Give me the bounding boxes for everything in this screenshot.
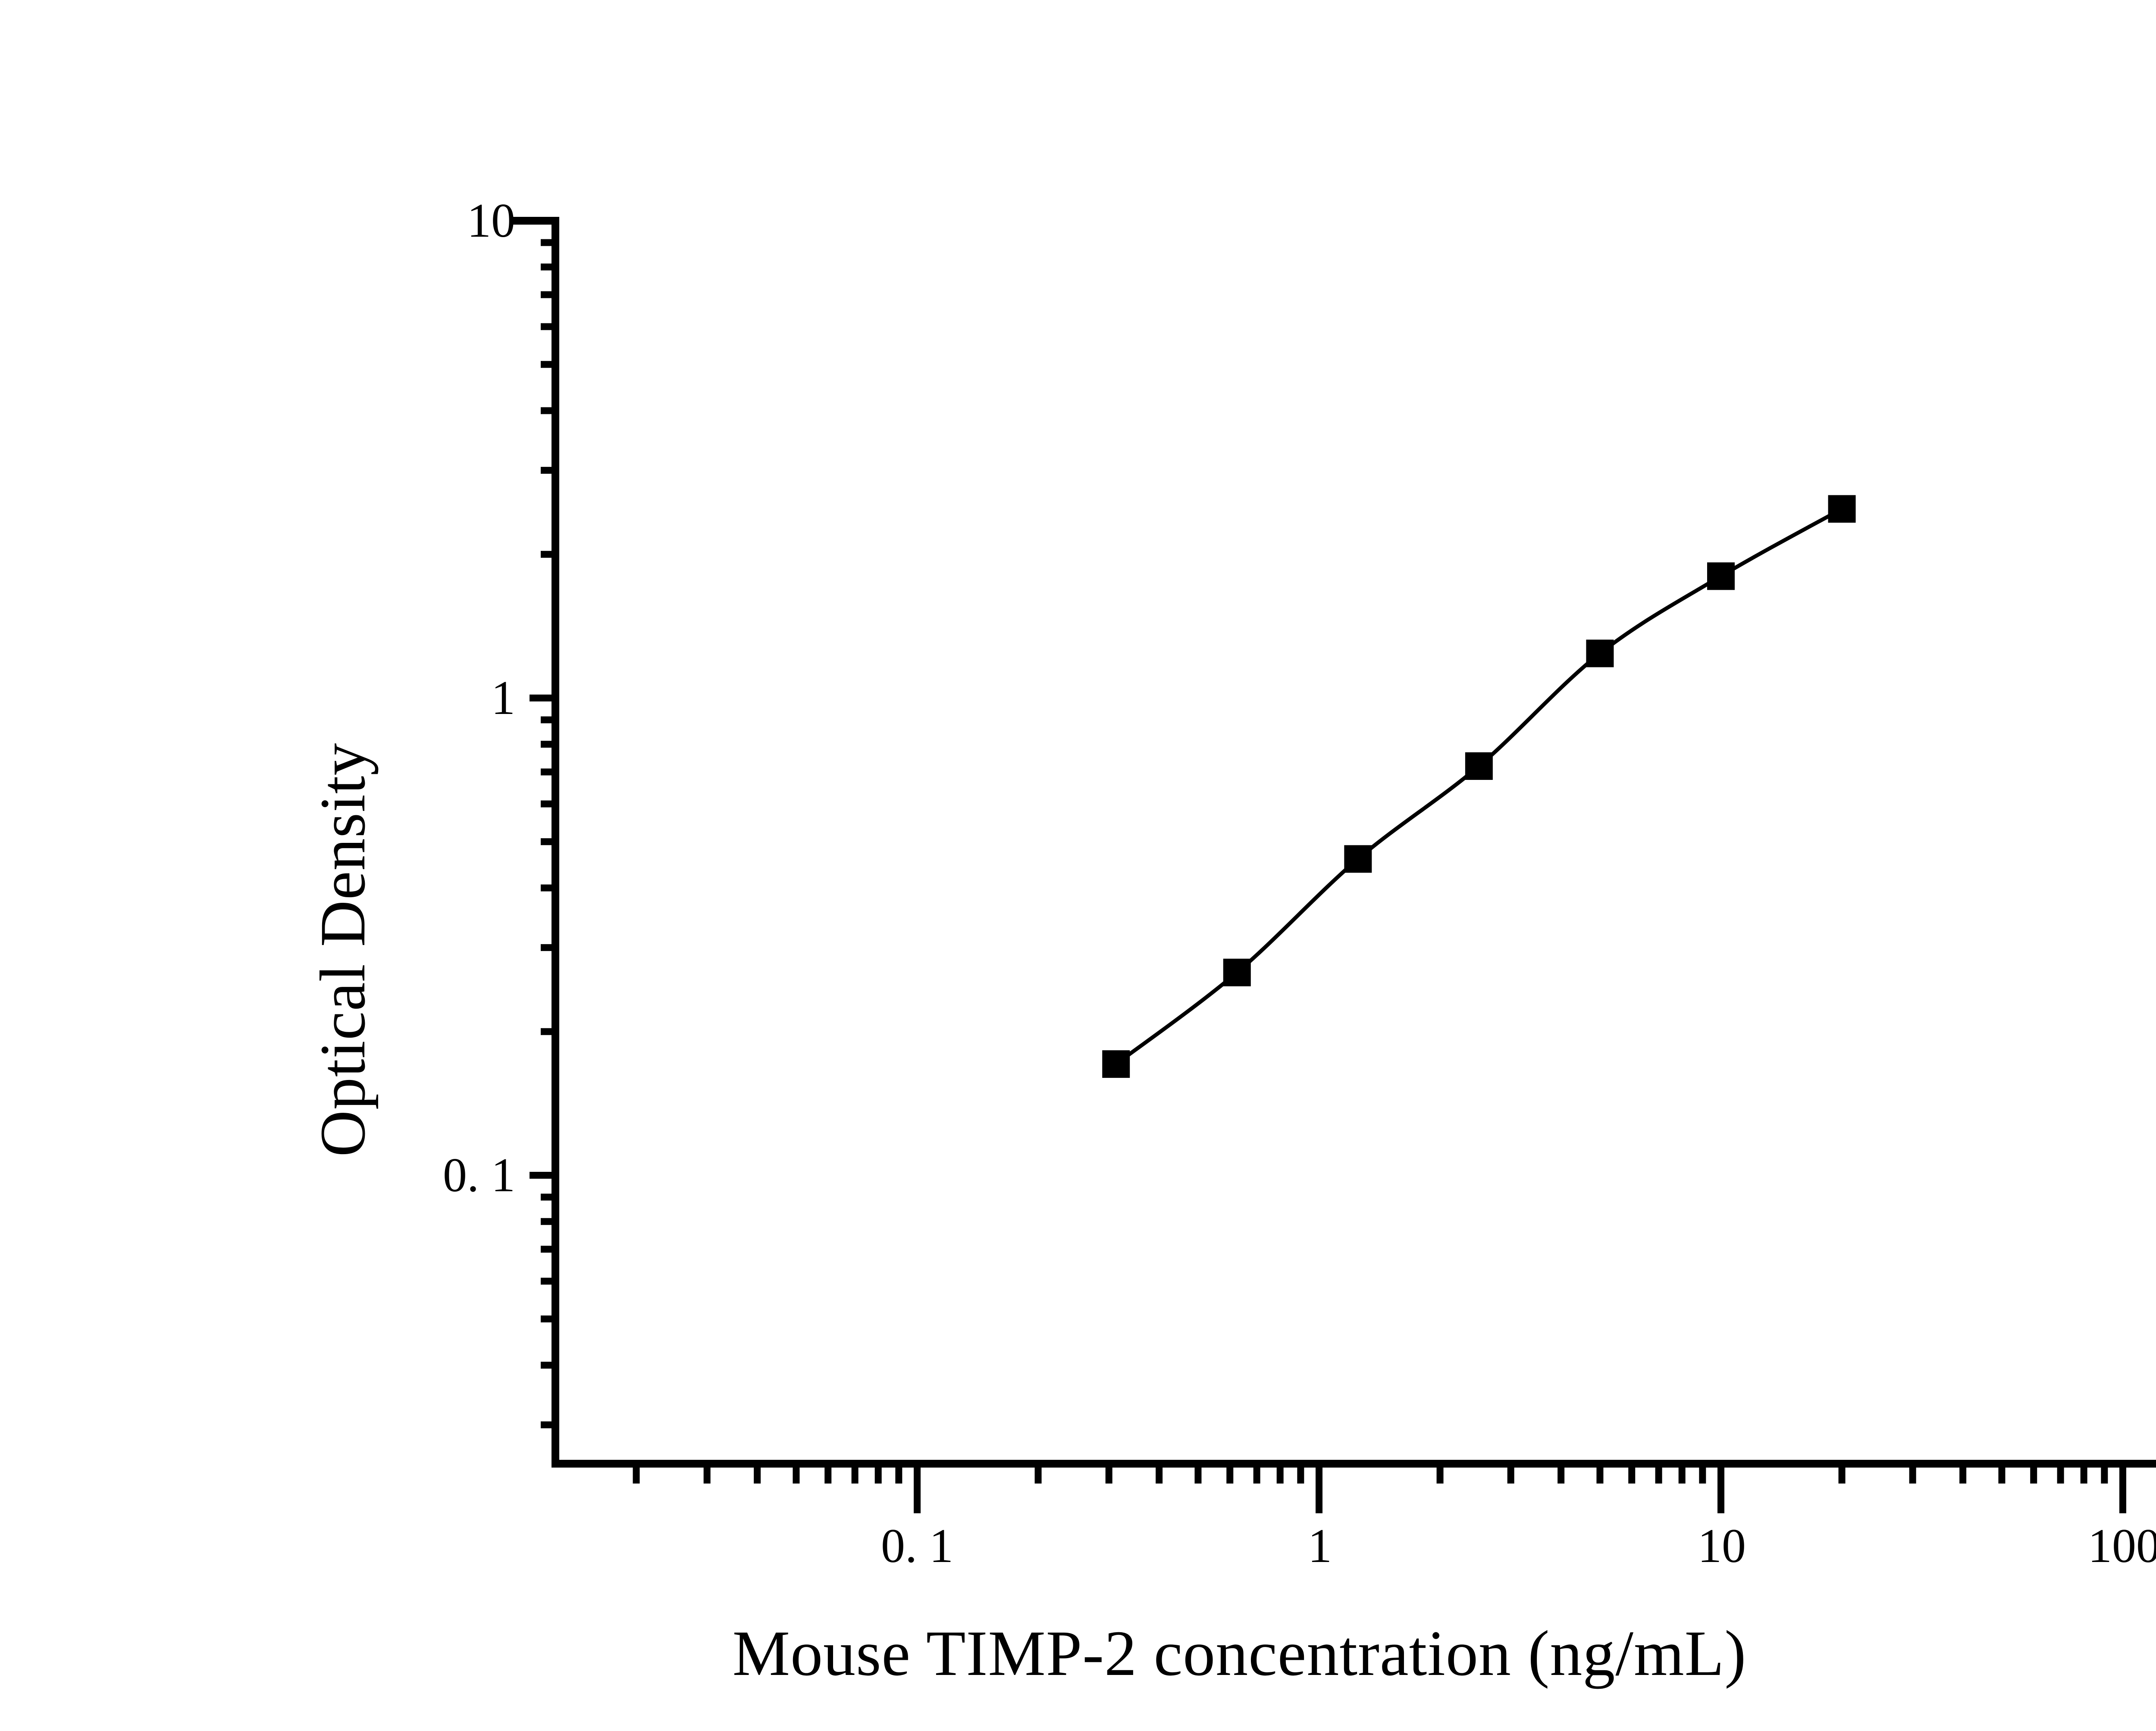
x-tick-label-100: 100 (2088, 1519, 2156, 1573)
y-tick-label-10: 10 (467, 194, 515, 247)
y-axis-title: Optical Density (307, 742, 379, 1157)
data-point-marker (1102, 1050, 1130, 1078)
x-axis-ticks (633, 1464, 2126, 1513)
x-tick-label-1: 1 (1308, 1519, 1332, 1573)
y-tick-label-0.1: 0. 1 (443, 1149, 515, 1202)
x-tick-label-10: 10 (1698, 1519, 1746, 1573)
data-point-marker (1465, 752, 1493, 780)
data-series-0 (1102, 495, 1856, 1078)
data-point-marker (1828, 495, 1856, 523)
data-point-marker (1586, 639, 1614, 667)
x-axis-title: Mouse TIMP-2 concentration (ng/mL) (732, 1618, 1747, 1689)
data-point-marker (1707, 562, 1735, 590)
data-point-marker (1223, 958, 1251, 986)
y-axis-ticks (530, 239, 555, 1428)
data-point-marker (1344, 845, 1372, 873)
y-tick-label-1: 1 (491, 671, 515, 725)
x-tick-label-0.1: 0. 1 (881, 1519, 953, 1573)
axis-spines (513, 217, 2156, 1468)
